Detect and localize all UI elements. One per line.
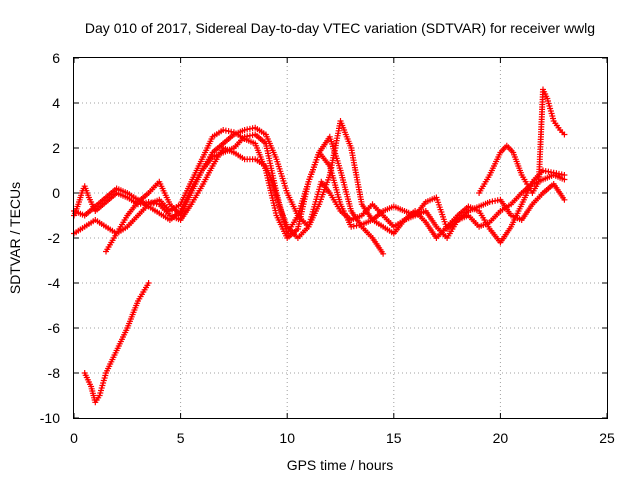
plus-markers xyxy=(476,86,568,196)
series-trace-6 xyxy=(476,86,568,196)
series-trace-1 xyxy=(81,280,152,406)
y-axis-label: SDTVAR / TECUs xyxy=(7,182,23,294)
y-tick-label: -6 xyxy=(48,320,61,336)
y-tick-label: 6 xyxy=(52,50,60,66)
x-tick-label: 10 xyxy=(279,430,295,446)
plot-frame xyxy=(73,57,608,419)
x-tick-label: 5 xyxy=(177,430,185,446)
x-tick-label: 15 xyxy=(386,430,402,446)
series-trace-4 xyxy=(71,118,568,232)
y-tick-label: -2 xyxy=(48,230,61,246)
y-tick-label: -10 xyxy=(40,410,60,426)
y-tick-label: -8 xyxy=(48,365,61,381)
series-trace-5 xyxy=(103,131,387,257)
y-tick-label: 4 xyxy=(52,95,60,111)
series-layer xyxy=(71,86,568,406)
plus-markers xyxy=(103,131,387,257)
x-axis-ticks: 0 5 10 15 20 25 xyxy=(70,58,615,446)
y-tick-label: 2 xyxy=(52,140,60,156)
grid-lines xyxy=(74,58,607,418)
y-axis-ticks: -10 -8 -6 -4 -2 0 2 4 6 xyxy=(40,50,607,426)
x-axis-label: GPS time / hours xyxy=(287,457,394,473)
plus-markers xyxy=(71,118,568,232)
y-tick-label: 0 xyxy=(52,185,60,201)
chart-title: Day 010 of 2017, Sidereal Day-to-day VTE… xyxy=(85,20,595,36)
x-tick-label: 25 xyxy=(599,430,615,446)
plus-markers xyxy=(81,280,152,406)
x-tick-label: 20 xyxy=(493,430,509,446)
y-tick-label: -4 xyxy=(48,275,61,291)
x-tick-label: 0 xyxy=(70,430,78,446)
